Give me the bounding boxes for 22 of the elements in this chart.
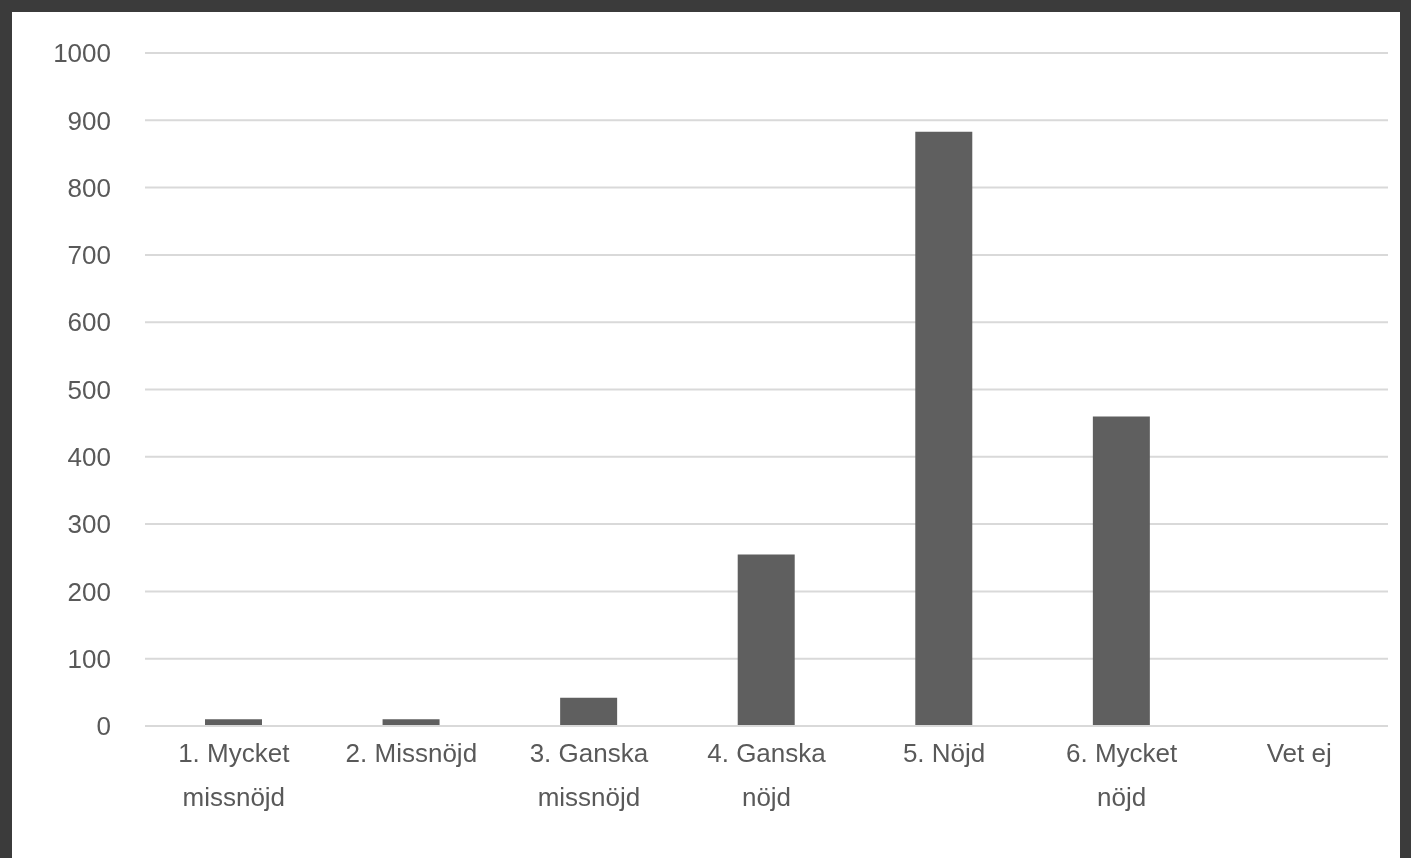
y-tick-label: 800 bbox=[67, 172, 111, 203]
y-tick-label: 300 bbox=[67, 509, 111, 540]
y-tick-label: 0 bbox=[96, 711, 111, 742]
x-tick-label: 1. Mycket missnöjd bbox=[178, 738, 291, 812]
y-tick-label: 600 bbox=[67, 307, 111, 338]
y-tick-label: 400 bbox=[67, 442, 111, 473]
bar bbox=[560, 697, 618, 726]
y-tick-label: 100 bbox=[67, 643, 111, 674]
bar bbox=[737, 554, 795, 726]
x-tick-label: Vet ej bbox=[1266, 738, 1332, 768]
y-tick-label: 1000 bbox=[53, 38, 111, 69]
x-tick-label: 5. Nöjd bbox=[902, 738, 986, 768]
bar bbox=[915, 131, 973, 726]
y-tick-label: 700 bbox=[67, 240, 111, 271]
y-tick-label: 900 bbox=[67, 105, 111, 136]
x-tick-label: 2. Missnöjd bbox=[345, 738, 478, 768]
y-tick-label: 200 bbox=[67, 576, 111, 607]
x-tick-label: 6. Mycket nöjd bbox=[1066, 738, 1179, 812]
bar bbox=[1092, 416, 1150, 726]
y-tick-label: 500 bbox=[67, 374, 111, 405]
x-tick-label: 4. Ganska nöjd bbox=[707, 738, 827, 812]
x-tick-label: 3. Ganska missnöjd bbox=[529, 738, 649, 812]
